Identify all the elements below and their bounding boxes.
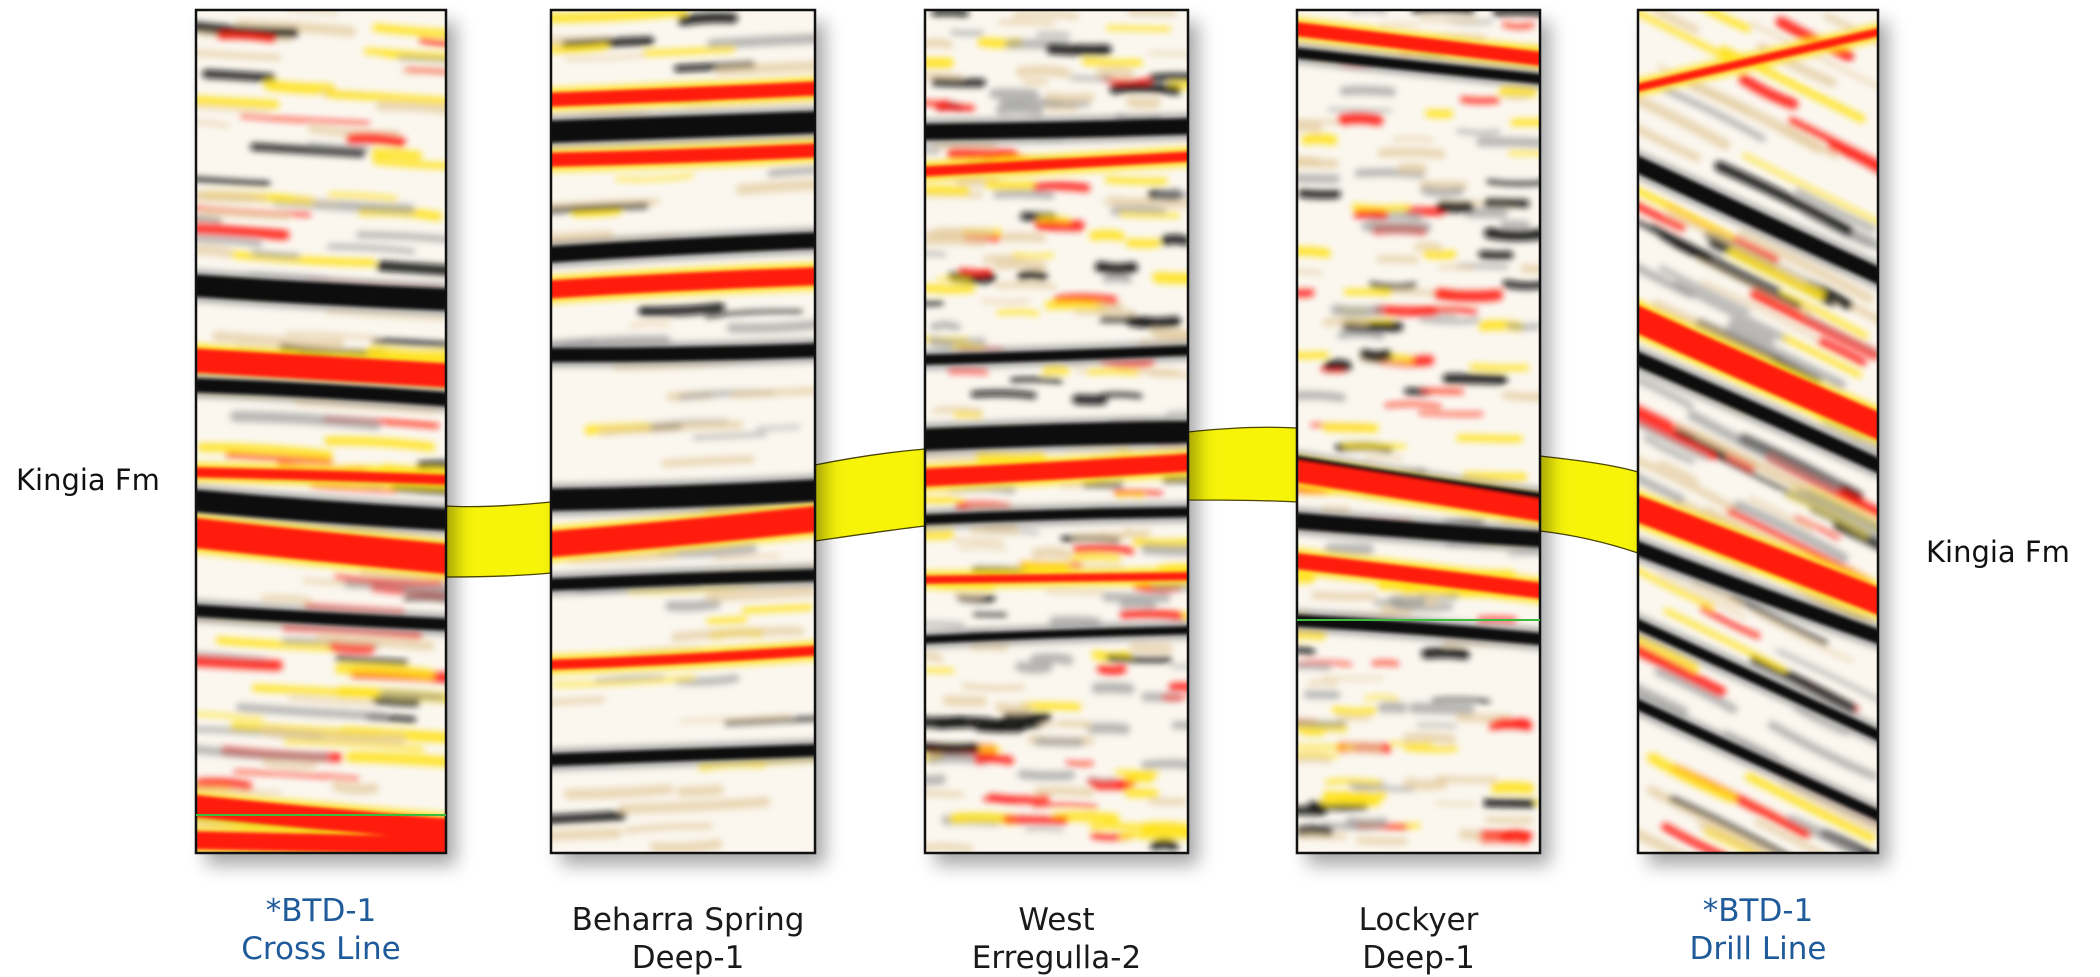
well-label-line1: Beharra Spring bbox=[571, 902, 805, 938]
kingia-correlation-bands bbox=[445, 426, 1639, 578]
well-label-beharra-spring-deep-1: Beharra Spring Deep-1 bbox=[538, 901, 838, 977]
kingia-band-2-3 bbox=[814, 448, 926, 542]
well-label-line1: *BTD-1 bbox=[265, 893, 377, 929]
well-label-line1: West bbox=[1018, 902, 1095, 938]
kingia-band-3-4 bbox=[1187, 426, 1298, 503]
well-label-line1: *BTD-1 bbox=[1702, 893, 1814, 929]
formation-label-right: Kingia Fm bbox=[1926, 535, 2070, 569]
well-label-west-erregulla-2: West Erregulla-2 bbox=[925, 901, 1188, 977]
well-label-line1: Lockyer bbox=[1358, 902, 1479, 938]
seismic-panel-btd1-drill-line bbox=[1636, 8, 1880, 855]
seismic-panel-lockyer-deep-1 bbox=[1295, 8, 1542, 855]
well-label-btd1-cross-line: *BTD-1 Cross Line bbox=[196, 892, 446, 968]
kingia-band-4-5 bbox=[1539, 455, 1639, 554]
well-label-lockyer-deep-1: Lockyer Deep-1 bbox=[1297, 901, 1540, 977]
well-label-line2: Deep-1 bbox=[1362, 940, 1475, 976]
well-label-line2: Drill Line bbox=[1689, 931, 1827, 967]
well-label-btd1-drill-line: *BTD-1 Drill Line bbox=[1638, 892, 1878, 968]
kingia-band-1-2 bbox=[445, 501, 552, 578]
seismic-panel-west-erregulla-2 bbox=[923, 8, 1190, 855]
formation-label-left: Kingia Fm bbox=[16, 463, 160, 497]
seismic-panel-btd1-cross-line bbox=[194, 8, 448, 855]
seismic-panel-beharra-spring-deep-1 bbox=[549, 8, 817, 855]
well-label-line2: Erregulla-2 bbox=[971, 940, 1142, 976]
well-label-line2: Cross Line bbox=[241, 931, 401, 967]
well-label-line2: Deep-1 bbox=[631, 940, 745, 976]
